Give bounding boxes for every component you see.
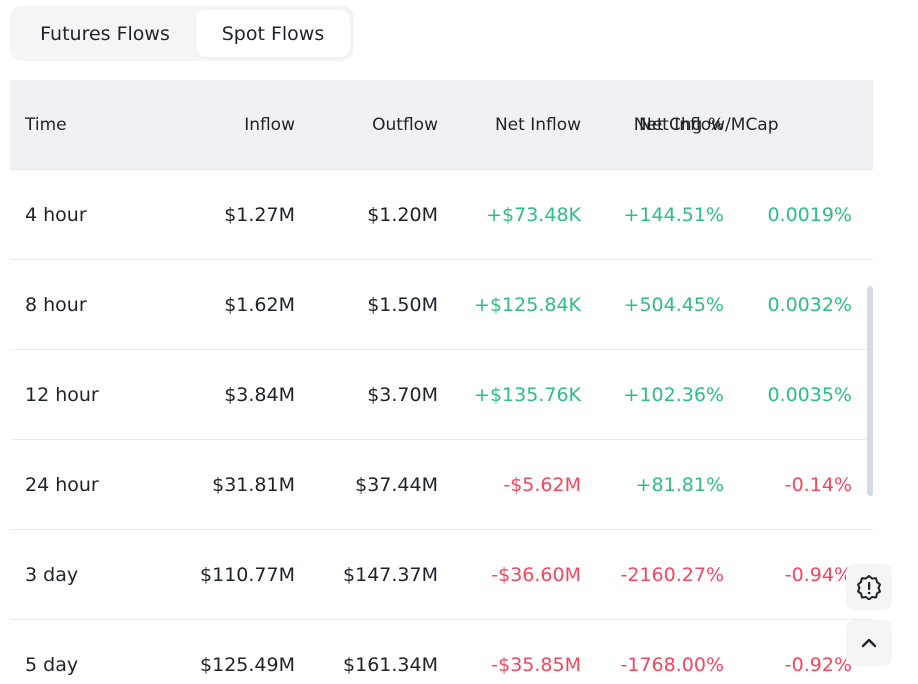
feedback-button[interactable] (846, 564, 892, 610)
table-row: 5 day $125.49M $161.34M -$35.85M -1768.0… (10, 620, 873, 684)
header-net-chg: Net Chg % (633, 114, 724, 135)
cell-net-inflow: -$36.60M (491, 563, 581, 586)
cell-net-inflow-mcap: -0.14% (784, 473, 852, 496)
cell-net-chg: +81.81% (635, 473, 724, 496)
cell-outflow: $161.34M (343, 653, 438, 676)
cell-inflow: $31.81M (212, 473, 295, 496)
cell-outflow: $1.20M (367, 203, 438, 226)
cell-net-chg: -1768.00% (620, 653, 724, 676)
header-net-inflow-mcap: Net Inflow/MCap (639, 114, 779, 135)
cell-net-chg: +102.36% (623, 383, 724, 406)
table-body: 4 hour $1.27M $1.20M +$73.48K +144.51% 0… (10, 170, 873, 684)
table-row: 12 hour $3.84M $3.70M +$135.76K +102.36%… (10, 350, 873, 440)
cell-inflow: $1.27M (224, 203, 295, 226)
table-row: 8 hour $1.62M $1.50M +$125.84K +504.45% … (10, 260, 873, 350)
cell-net-chg: -2160.27% (620, 563, 724, 586)
tab-spot-flows[interactable]: Spot Flows (196, 10, 350, 57)
cell-net-chg: +504.45% (623, 293, 724, 316)
cell-outflow: $1.50M (367, 293, 438, 316)
cell-net-inflow: +$135.76K (474, 383, 581, 406)
cell-net-inflow-mcap: 0.0019% (767, 203, 852, 226)
cell-time: 12 hour (25, 383, 99, 406)
cell-inflow: $1.62M (224, 293, 295, 316)
header-outflow: Outflow (372, 114, 438, 135)
cell-outflow: $3.70M (367, 383, 438, 406)
flow-tabs: Futures Flows Spot Flows (10, 6, 354, 61)
back-to-top-button[interactable] (846, 620, 892, 666)
chevron-up-icon (861, 638, 877, 648)
table-scrollbar[interactable] (867, 286, 873, 496)
tab-futures-flows[interactable]: Futures Flows (40, 22, 170, 45)
cell-net-inflow: +$125.84K (474, 293, 581, 316)
cell-net-inflow-mcap: 0.0032% (767, 293, 852, 316)
table-row: 4 hour $1.27M $1.20M +$73.48K +144.51% 0… (10, 170, 873, 260)
cell-net-inflow-mcap: -0.94% (784, 563, 852, 586)
header-net-inflow: Net Inflow (494, 114, 581, 135)
cell-net-inflow: -$35.85M (491, 653, 581, 676)
table-header: Time Inflow Outflow Net Inflow Net Chg %… (10, 80, 873, 170)
table-row: 3 day $110.77M $147.37M -$36.60M -2160.2… (10, 530, 873, 620)
table-row: 24 hour $31.81M $37.44M -$5.62M +81.81% … (10, 440, 873, 530)
cell-outflow: $37.44M (355, 473, 438, 496)
flows-table: Time Inflow Outflow Net Inflow Net Chg %… (10, 80, 873, 684)
cell-net-inflow-mcap: -0.92% (784, 653, 852, 676)
cell-time: 3 day (25, 563, 79, 586)
alert-badge-icon (857, 575, 881, 600)
header-time: Time (25, 114, 67, 135)
cell-net-inflow-mcap: 0.0035% (767, 383, 852, 406)
cell-time: 8 hour (25, 293, 87, 316)
cell-time: 24 hour (25, 473, 99, 496)
cell-net-inflow: -$5.62M (503, 473, 581, 496)
cell-time: 4 hour (25, 203, 87, 226)
cell-net-chg: +144.51% (623, 203, 724, 226)
cell-outflow: $147.37M (343, 563, 438, 586)
header-inflow: Inflow (244, 114, 295, 135)
cell-time: 5 day (25, 653, 79, 676)
cell-inflow: $125.49M (200, 653, 295, 676)
cell-net-inflow: +$73.48K (486, 203, 581, 226)
cell-inflow: $110.77M (200, 563, 295, 586)
cell-inflow: $3.84M (224, 383, 295, 406)
